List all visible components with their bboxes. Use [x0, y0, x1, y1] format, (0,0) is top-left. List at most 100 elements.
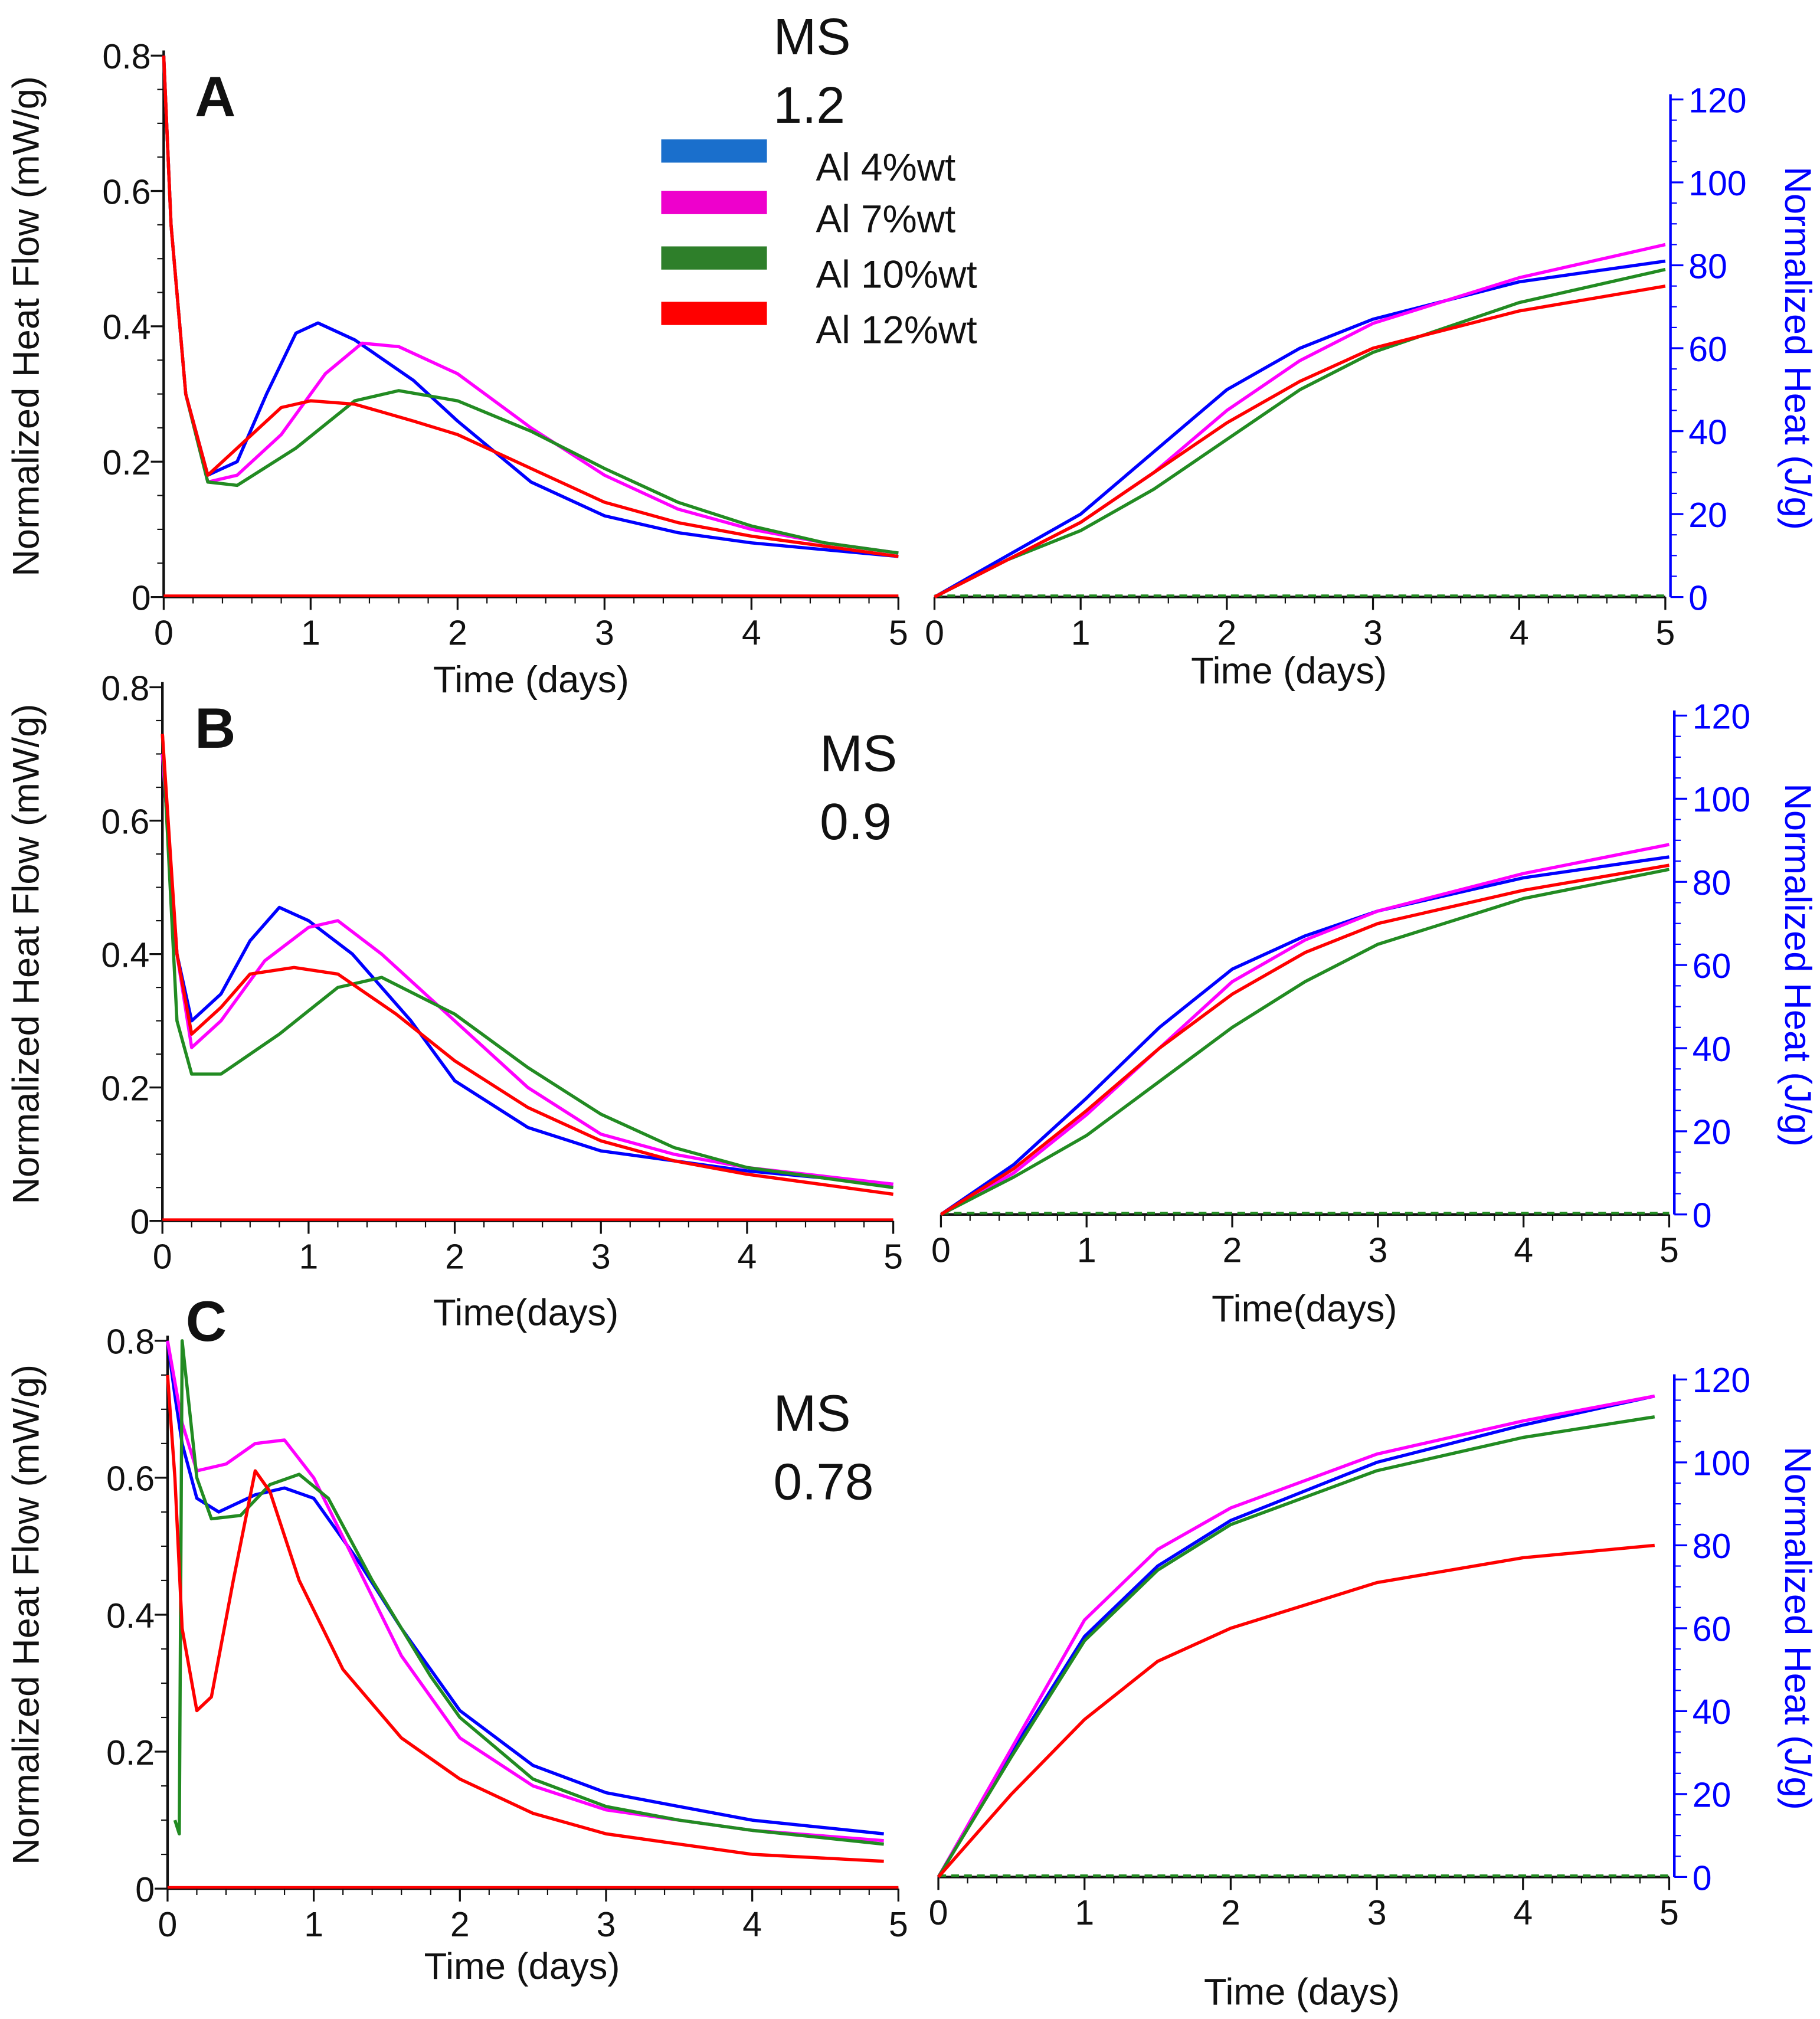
x-tick-label: 0	[931, 1232, 951, 1270]
y-tick-label: 0	[135, 1871, 155, 1909]
x-axis-label: Time (days)	[1204, 1972, 1400, 2013]
ms-annotation-label: MS	[773, 8, 850, 66]
chart-B-flow: 0 1 2 3 4 5 0 0.2 0.4 0.6 0.8 Time(days) Normalized …	[6, 669, 903, 1333]
y-tick-label: 20	[1693, 1776, 1731, 1815]
y-tick-label: 80	[1693, 1527, 1731, 1566]
x-axis-label: Time(days)	[1212, 1288, 1397, 1330]
x-tick-label: 5	[889, 1906, 908, 1944]
series-line-al-10-wt	[161, 734, 893, 1189]
series-line-al-10-wt	[940, 868, 1670, 1216]
x-tick-label: 3	[591, 1238, 611, 1277]
series-line-al-4-wt	[161, 754, 893, 1186]
y-axis-label: Normalized Heat (J/g)	[1777, 783, 1818, 1147]
x-tick-label: 3	[597, 1906, 616, 1944]
legend-swatch	[661, 246, 767, 270]
y-tick-label: 80	[1693, 864, 1731, 902]
x-tick-label: 1	[301, 614, 320, 652]
x-tick-label: 1	[1075, 1894, 1094, 1932]
y-tick-label: 0.8	[101, 669, 149, 708]
x-tick-label: 2	[1217, 614, 1236, 652]
y-tick-label: 40	[1688, 413, 1727, 451]
y-tick-label: 120	[1693, 698, 1750, 736]
series-line-al-12-wt	[934, 284, 1666, 599]
y-tick-label: 120	[1693, 1362, 1750, 1400]
chart-C-flow: 0 1 2 3 4 5 0 0.2 0.4 0.6 0.8 Time (days) Normalized…	[6, 1290, 908, 1987]
legend-item: Al 10%wt	[661, 246, 977, 296]
y-tick-label: 0	[1688, 579, 1708, 617]
series-line-al-4-wt	[937, 1394, 1655, 1878]
series-line-al-4-wt	[166, 1340, 884, 1835]
y-tick-label: 100	[1693, 781, 1750, 819]
y-tick-label: 120	[1688, 81, 1746, 120]
y-tick-label: 0.2	[106, 1734, 155, 1772]
x-tick-label: 5	[1656, 614, 1675, 652]
legend: Al 4%wt Al 7%wt Al 10%wt Al 12%wt	[661, 139, 977, 351]
y-tick-label: 60	[1693, 1611, 1731, 1649]
series-line-al-10-wt	[937, 1415, 1655, 1878]
x-tick-label: 2	[1221, 1894, 1240, 1932]
x-tick-label: 0	[153, 1238, 172, 1277]
x-tick-label: 2	[448, 614, 467, 652]
y-axis-label: Normalized Heat Flow (mW/g)	[6, 76, 47, 577]
legend-swatch	[661, 191, 767, 214]
chart-B-heat: 0 1 2 3 4 5020406080100120Time(days)Normalize…	[931, 698, 1818, 1330]
x-tick-label: 4	[742, 614, 761, 652]
x-tick-label: 0	[154, 614, 174, 652]
series-line-al-12-wt	[937, 1543, 1655, 1879]
x-tick-label: 2	[445, 1238, 464, 1277]
y-tick-label: 100	[1693, 1445, 1750, 1483]
y-tick-label: 40	[1693, 1030, 1731, 1069]
y-tick-label: 0.8	[103, 38, 151, 76]
y-tick-label: 40	[1693, 1693, 1731, 1732]
y-axis-label: Normalized Heat (J/g)	[1777, 166, 1818, 530]
y-tick-label: 0.6	[103, 173, 151, 211]
x-tick-label: 4	[742, 1906, 762, 1944]
y-tick-label: 0	[132, 579, 151, 617]
ms-annotation-value: 1.2	[773, 76, 844, 134]
x-tick-label: 1	[304, 1906, 323, 1944]
y-tick-label: 60	[1693, 947, 1731, 986]
y-tick-label: 0.4	[106, 1597, 155, 1635]
series-line-al-12-wt	[161, 734, 893, 1196]
y-axis-label: Normalized Heat Flow (mW/g)	[6, 704, 47, 1205]
y-tick-label: 20	[1693, 1114, 1731, 1152]
y-tick-label: 60	[1688, 330, 1727, 369]
panel-letter: C	[186, 1290, 227, 1353]
x-tick-label: 4	[1514, 1232, 1533, 1270]
x-tick-label: 5	[883, 1238, 903, 1277]
y-tick-label: 0.4	[101, 936, 149, 974]
x-tick-label: 0	[929, 1894, 948, 1932]
y-tick-label: 100	[1688, 165, 1746, 203]
y-tick-label: 0	[130, 1203, 150, 1242]
x-tick-label: 0	[925, 614, 944, 652]
legend-swatch	[661, 139, 767, 163]
y-tick-label: 80	[1688, 247, 1727, 286]
x-tick-label: 1	[299, 1238, 318, 1277]
x-tick-label: 3	[595, 614, 614, 652]
x-axis-label: Time (days)	[433, 659, 629, 701]
ms-annotation-value: 0.9	[820, 793, 891, 850]
legend-item: Al 7%wt	[661, 191, 955, 240]
series-line-al-7-wt	[940, 843, 1670, 1216]
y-tick-label: 0.2	[101, 1069, 149, 1108]
panel-letter: A	[195, 66, 235, 129]
y-axis-label: Normalized Heat Flow (mW/g)	[6, 1364, 47, 1865]
y-tick-label: 0.2	[103, 444, 151, 482]
series-line-al-10-wt	[173, 1339, 884, 1846]
ms-annotation-label: MS	[773, 1385, 850, 1442]
x-axis-label: Time (days)	[424, 1946, 620, 1987]
y-tick-label: 0.8	[106, 1323, 155, 1362]
series-line-al-7-wt	[161, 754, 893, 1186]
legend-swatch	[661, 302, 767, 325]
legend-label: Al 4%wt	[816, 146, 956, 189]
series-line-al-12-wt	[940, 863, 1670, 1216]
x-tick-label: 3	[1368, 1232, 1387, 1270]
chart-A-flow: 0 1 2 3 4 5 0 0.2 0.4 0.6 0.8 Time (days) Normalized…	[6, 8, 908, 701]
x-tick-label: 1	[1071, 614, 1091, 652]
x-tick-label: 4	[1510, 614, 1529, 652]
x-axis-label: Time(days)	[433, 1292, 618, 1334]
y-axis-label: Normalized Heat (J/g)	[1777, 1447, 1818, 1810]
